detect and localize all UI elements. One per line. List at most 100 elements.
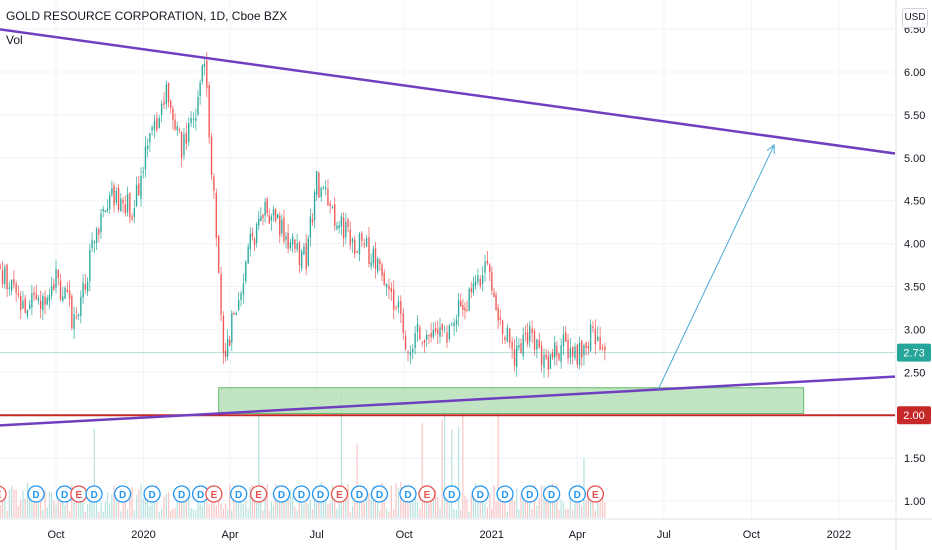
volume-bar (524, 492, 526, 518)
candle-body (307, 237, 309, 266)
candle-body (104, 210, 107, 213)
volume-bar (140, 483, 142, 518)
volume-bar (203, 498, 206, 518)
ascending-trendline (0, 375, 896, 427)
volume-bar (558, 509, 560, 518)
event-marker-label: E (255, 490, 262, 501)
volume-bar (218, 499, 220, 518)
candle-body (381, 264, 383, 276)
candle-body (6, 264, 8, 290)
volume-bar (48, 491, 51, 518)
candle-body (390, 287, 393, 292)
event-markers[interactable]: EDDEDDDDDEDEDDDEDDDEDDDDDDE (0, 485, 605, 503)
volume-bar (215, 505, 217, 518)
volume-bar (414, 495, 416, 518)
candle-body (376, 258, 379, 272)
volume-bar (562, 502, 565, 518)
drawing-tools[interactable] (0, 28, 896, 427)
candle-body (484, 261, 486, 273)
descending-trendline (0, 28, 896, 155)
candle-body (37, 297, 40, 301)
event-marker-label: D (317, 490, 324, 501)
candle-body (117, 187, 120, 210)
volume-bar (55, 505, 57, 518)
volume-bar (303, 503, 305, 518)
volume-bar (432, 496, 434, 518)
candle-body (68, 290, 71, 300)
candle-body (15, 283, 17, 293)
event-marker-label: D (178, 490, 185, 501)
volume-bar (497, 403, 499, 518)
volume-bar (91, 499, 93, 518)
volume-bar (316, 498, 318, 518)
volume-bar (393, 509, 395, 518)
event-marker-label: D (376, 490, 383, 501)
volume-bar (210, 497, 213, 518)
candle-body (158, 118, 160, 129)
volume-bar (197, 502, 199, 518)
dividend-marker (292, 485, 311, 503)
volume-bar (111, 494, 113, 518)
volume-bar (583, 457, 585, 518)
volume-bar (377, 488, 379, 518)
candle-body (531, 328, 533, 334)
volume-bar (100, 501, 102, 518)
volume-bar (151, 501, 153, 518)
dividend-marker (542, 485, 561, 503)
candle-body (331, 206, 334, 208)
y-tick-label: 3.50 (904, 282, 925, 294)
volume-bar (233, 486, 235, 518)
candle-body (414, 333, 416, 348)
volume-bar (283, 501, 285, 518)
candle-body (140, 175, 142, 199)
candle-body (565, 332, 567, 342)
volume-bar (251, 485, 253, 518)
candle-body (558, 353, 560, 360)
volume-bar (82, 496, 84, 518)
candle-body (237, 299, 240, 311)
candle-body (529, 325, 531, 342)
candle-body (144, 146, 147, 170)
volume-bar (592, 495, 594, 518)
candle-body (268, 215, 270, 224)
candle-body (313, 192, 316, 221)
candle-body (499, 317, 501, 320)
volume-bar (195, 510, 197, 518)
volume-bar (334, 499, 336, 518)
event-marker-label: D (32, 490, 39, 501)
earnings-marker (0, 485, 7, 503)
projection-arrow-head (766, 143, 775, 154)
candle-body (294, 239, 296, 249)
candle-body (545, 354, 547, 358)
volume-bar (75, 502, 77, 518)
candle-body (397, 301, 400, 308)
candle-body (22, 300, 24, 309)
candle-body (538, 340, 540, 348)
time-axis[interactable]: Oct 2020 Apr Jul Oct 2021 Apr Jul Oct 2022 (0, 518, 932, 541)
candle-body (31, 293, 33, 308)
volume-bar (62, 492, 64, 518)
volume-bar (345, 493, 347, 518)
volume-bar (426, 487, 428, 518)
volume-bar (258, 412, 260, 518)
currency-button[interactable]: USD (902, 8, 928, 28)
y-tick-label: 1.00 (904, 496, 925, 508)
candle-body (468, 288, 470, 311)
volume-bar (163, 496, 165, 518)
volume-bar (343, 489, 345, 518)
volume-bar (20, 499, 22, 518)
symbol-title[interactable]: GOLD RESOURCE CORPORATION, 1D, Cboe BZX (6, 9, 288, 23)
volume-bar (322, 499, 325, 518)
volume-bar (238, 489, 240, 518)
candle-body (474, 280, 477, 286)
event-marker-label: D (356, 490, 363, 501)
volume-bar (509, 487, 511, 518)
candle-body (0, 266, 1, 269)
candle-body (315, 171, 318, 195)
candle-body (208, 85, 210, 138)
volume-bar (170, 510, 172, 518)
volume-bar (495, 501, 497, 518)
price-axis[interactable]: 1.00 1.50 2.00 2.50 3.00 3.50 4.00 4.50 5.00 5.50… (895, 0, 931, 550)
candle-body (262, 214, 264, 219)
